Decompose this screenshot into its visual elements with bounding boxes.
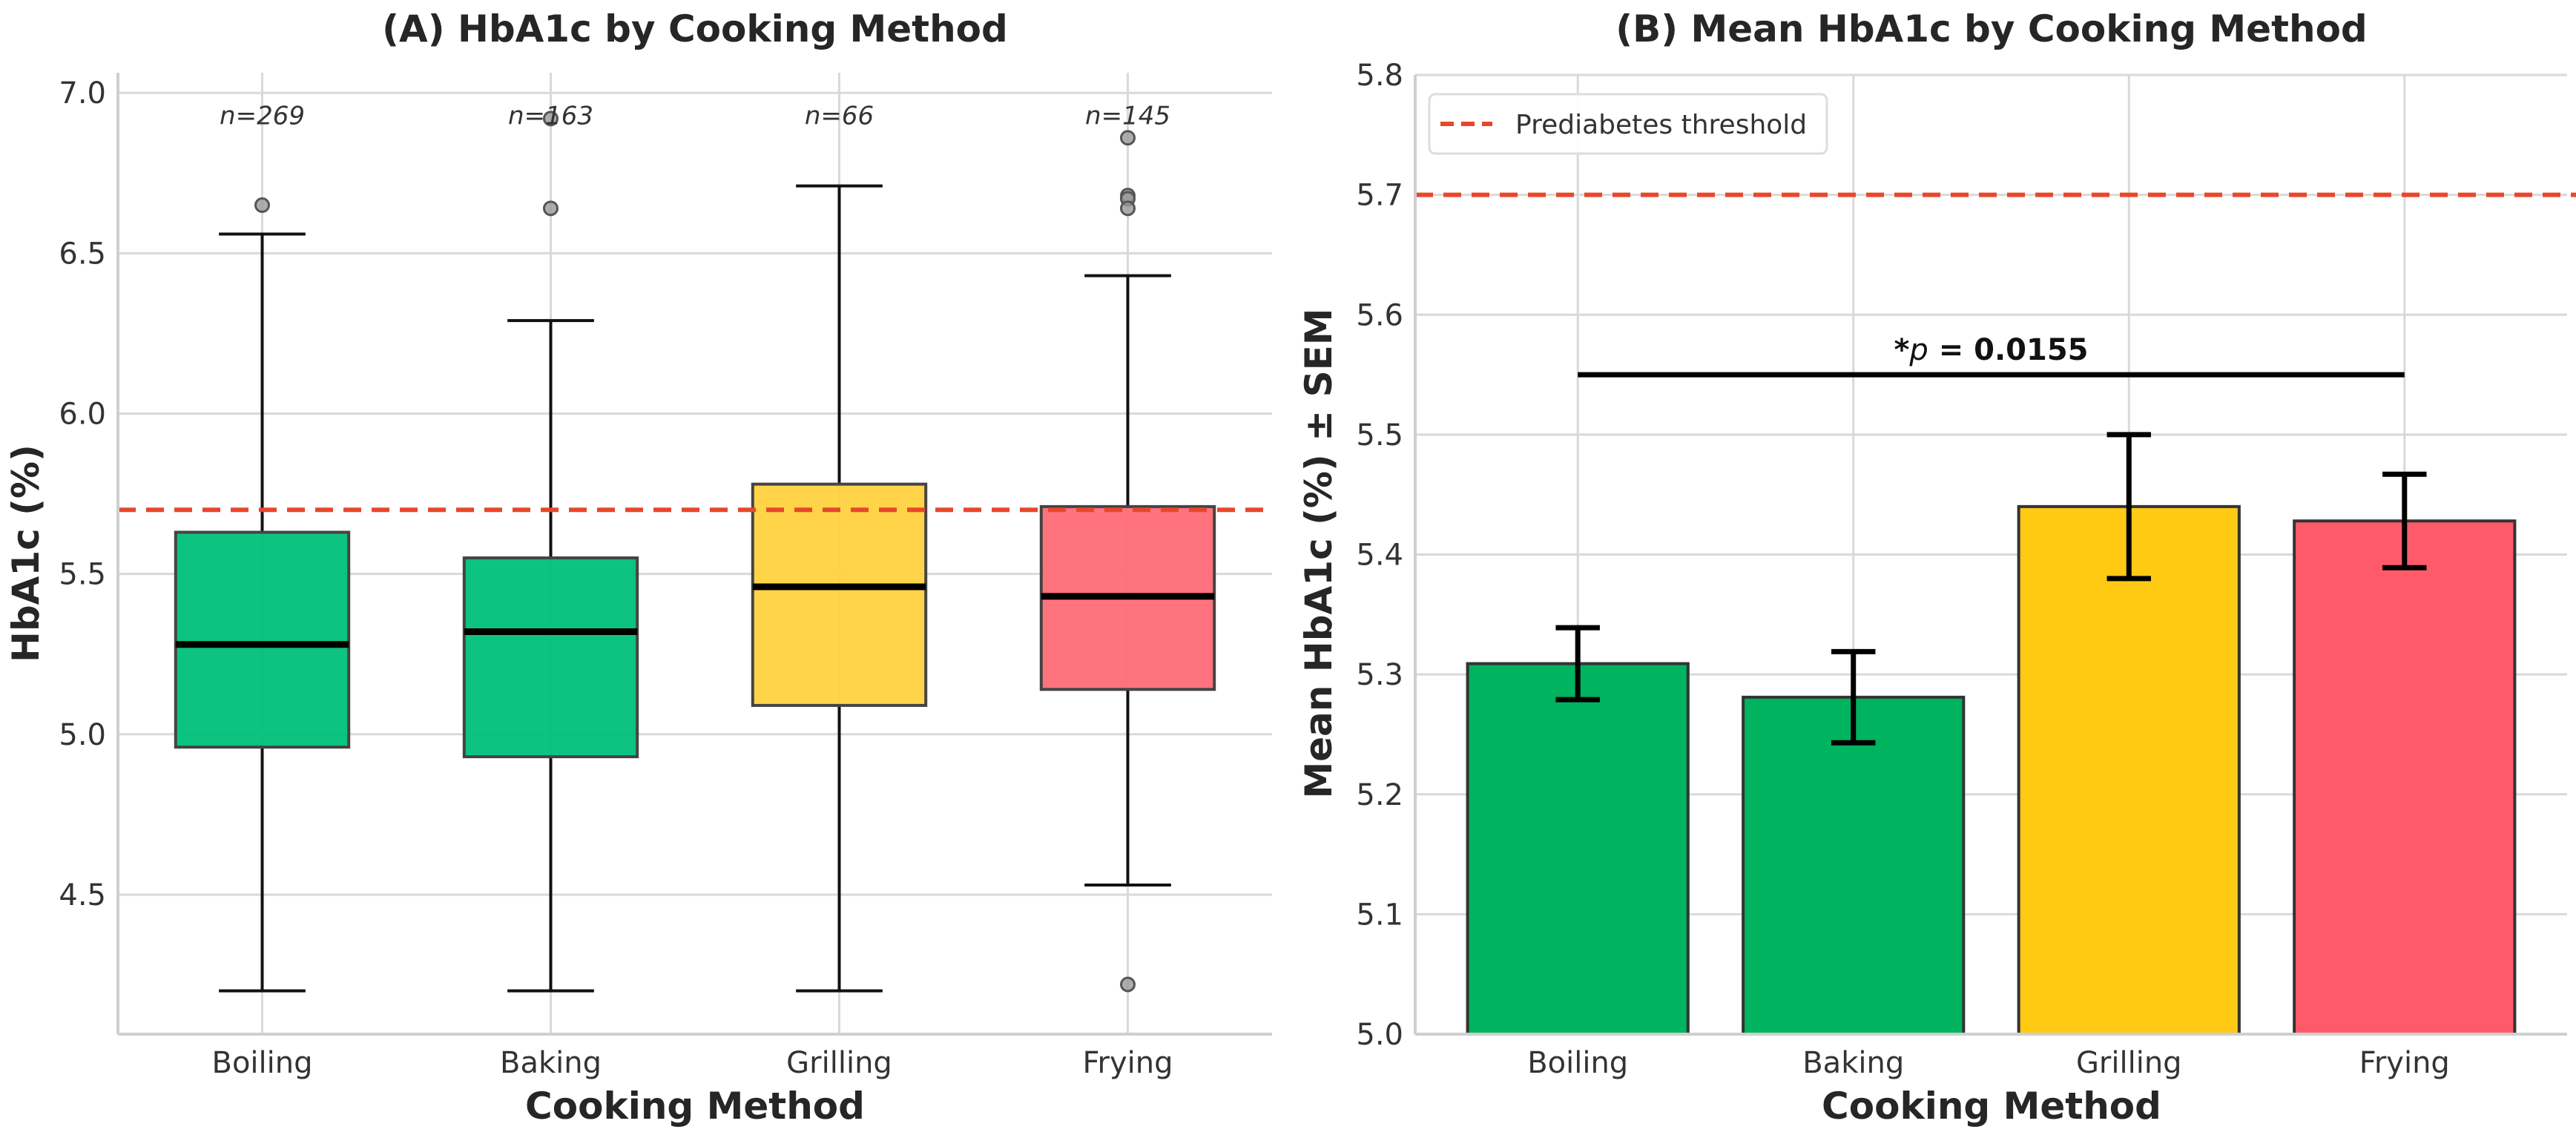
x-tick-label: Baking [1802, 1046, 1904, 1080]
significance-p-symbol: p [1908, 333, 1928, 367]
box-grilling: n=66 [751, 101, 928, 993]
x-tick-label: Boiling [212, 1046, 313, 1080]
y-tick-label: 5.2 [1356, 778, 1403, 812]
panel-a-ylabel: HbA1c (%) [4, 444, 47, 662]
box-iqr [174, 530, 351, 749]
y-tick-label: 5.8 [1356, 59, 1403, 93]
box-iqr [462, 556, 639, 759]
y-tick-label: 5.4 [1356, 539, 1403, 573]
y-tick-label: 6.5 [59, 237, 106, 271]
x-tick-label: Grilling [786, 1046, 892, 1080]
bar-grilling [2017, 504, 2241, 1036]
outlier-point [1120, 200, 1136, 217]
panel-b-xlabel: Cooking Method [1822, 1085, 2161, 1128]
n-label: n=269 [220, 101, 305, 131]
outlier-point [1120, 976, 1136, 993]
y-tick-label: 6.0 [59, 398, 106, 432]
x-tick-label: Baking [500, 1046, 602, 1080]
n-label: n=145 [1085, 101, 1170, 131]
y-tick-label: 5.5 [1356, 418, 1403, 453]
panel-a-xlabel: Cooking Method [525, 1085, 865, 1128]
panel-b-ylabel: Mean HbA1c (%) ± SEM [1297, 308, 1340, 798]
y-tick-label: 5.7 [1356, 179, 1403, 213]
x-tick-label: Grilling [2076, 1046, 2182, 1080]
x-tick-label: Frying [2359, 1046, 2450, 1080]
y-tick-label: 7.0 [59, 76, 106, 111]
box-baking: n=163 [462, 101, 639, 993]
y-tick-label: 5.1 [1356, 898, 1403, 932]
y-tick-label: 5.0 [1356, 1018, 1403, 1052]
outlier-point [543, 200, 559, 217]
legend-label: Prediabetes threshold [1515, 110, 1807, 140]
significance-label: *p = 0.0155 [1894, 333, 2088, 367]
y-tick-label: 5.5 [59, 558, 106, 592]
panel-b-barchart: (B) Mean HbA1c by Cooking Method Cooking… [1297, 7, 2576, 1128]
significance-star: * [1894, 333, 1909, 367]
y-tick-label: 5.6 [1356, 298, 1403, 332]
x-tick-label: Frying [1082, 1046, 1173, 1080]
legend: Prediabetes threshold [1428, 93, 1828, 155]
y-tick-label: 4.5 [59, 878, 106, 912]
bar-frying [2293, 519, 2517, 1036]
panel-b-title: (B) Mean HbA1c by Cooking Method [1615, 7, 2367, 50]
n-label: n=163 [508, 101, 593, 131]
legend-box [1428, 93, 1828, 155]
significance-value: = 0.0155 [1928, 333, 2089, 367]
x-tick-label: Boiling [1527, 1046, 1628, 1080]
outlier-point [543, 111, 559, 127]
box-iqr [751, 482, 928, 707]
n-label: n=66 [805, 101, 874, 131]
y-tick-label: 5.0 [59, 718, 106, 752]
y-tick-label: 5.3 [1356, 658, 1403, 692]
outlier-point [1120, 130, 1136, 146]
box-boiling: n=269 [174, 101, 351, 993]
panel-a-title: (A) HbA1c by Cooking Method [382, 7, 1008, 50]
box-frying: n=145 [1039, 101, 1216, 993]
bar-baking [1742, 695, 1966, 1036]
bar-boiling [1466, 662, 1690, 1036]
panel-a-boxplot: (A) HbA1c by Cooking Method Cooking Meth… [4, 7, 1272, 1128]
outlier-point [254, 197, 270, 214]
